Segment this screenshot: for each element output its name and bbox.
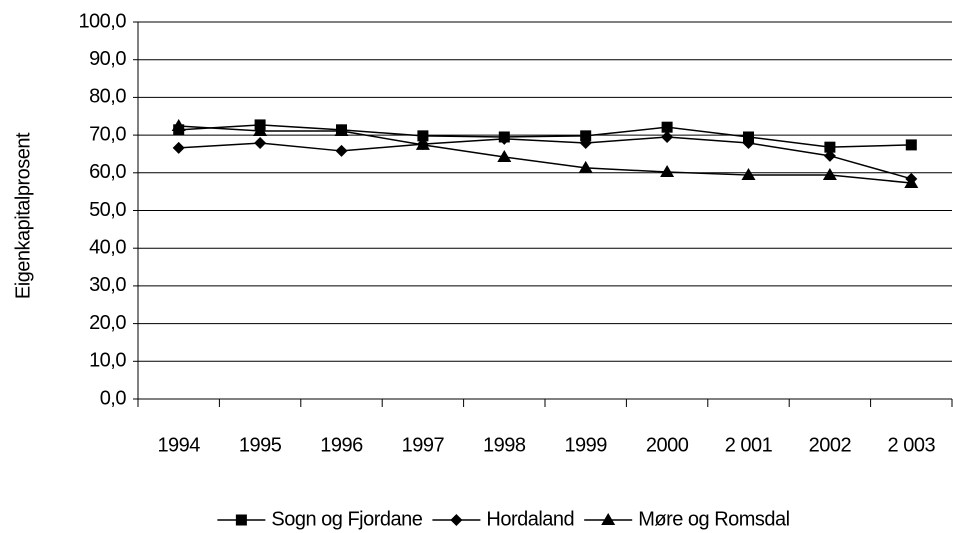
x-tick-label: 1999	[564, 434, 607, 456]
x-tick-label: 1995	[239, 434, 282, 456]
marker	[743, 131, 754, 143]
y-tick-label: 90,0	[89, 48, 126, 70]
marker	[497, 149, 512, 162]
marker	[661, 121, 673, 133]
legend-label: Møre og Romsdal	[638, 508, 789, 530]
legend-label: Sogn og Fjordane	[271, 508, 422, 530]
y-tick-label: 70,0	[89, 123, 126, 145]
marker	[171, 119, 186, 132]
series-line	[178, 136, 912, 180]
y-tick-label: 60,0	[89, 161, 126, 183]
marker	[450, 514, 463, 526]
x-tick-label: 2 003	[888, 434, 936, 456]
x-tick-label: 2000	[646, 434, 689, 456]
x-tick-label: 1994	[157, 434, 200, 456]
marker	[253, 123, 268, 136]
y-tick-label: 10,0	[89, 350, 126, 372]
series-line	[178, 125, 912, 184]
y-tick-label: 20,0	[89, 312, 126, 334]
marker	[661, 130, 674, 143]
marker	[415, 137, 430, 150]
y-tick-label: 50,0	[89, 199, 126, 221]
marker	[579, 137, 592, 150]
marker	[660, 165, 675, 178]
y-tick-label: 80,0	[89, 86, 126, 108]
marker	[498, 132, 511, 145]
y-tick-label: 30,0	[89, 274, 126, 296]
marker	[904, 175, 919, 188]
y-axis-label: Eigenkapitalprosent	[12, 132, 34, 299]
marker	[741, 168, 756, 181]
legend-label: Hordaland	[486, 508, 574, 530]
x-tick-label: 2 001	[725, 434, 773, 456]
marker	[335, 144, 348, 157]
marker	[235, 514, 247, 526]
x-tick-label: 1997	[402, 434, 445, 456]
marker	[580, 130, 592, 142]
marker	[905, 139, 917, 151]
x-tick-label: 2002	[809, 434, 852, 456]
marker	[172, 141, 185, 154]
marker	[601, 513, 616, 525]
series-line	[178, 124, 912, 148]
marker	[254, 137, 267, 150]
marker	[742, 137, 755, 150]
y-tick-label: 100,0	[78, 10, 126, 32]
marker	[824, 141, 836, 153]
marker	[823, 149, 836, 162]
marker	[334, 123, 349, 136]
y-tick-label: 40,0	[89, 236, 126, 258]
marker	[822, 168, 837, 181]
y-tick-label: 0,0	[100, 387, 127, 409]
marker	[578, 160, 593, 173]
x-tick-label: 1996	[320, 434, 363, 456]
marker	[417, 130, 429, 142]
x-tick-label: 1998	[483, 434, 526, 456]
